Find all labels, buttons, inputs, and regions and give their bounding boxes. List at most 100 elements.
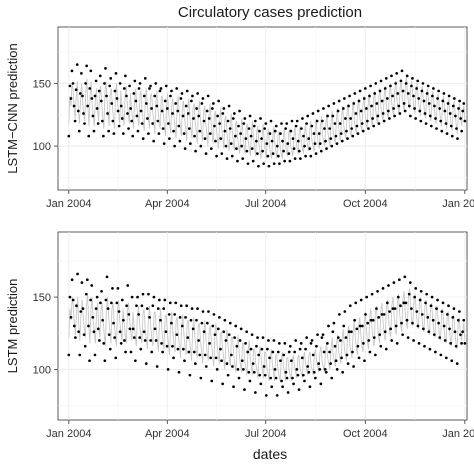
observed-point (147, 292, 150, 296)
observed-point (237, 124, 240, 128)
observed-point (231, 365, 234, 368)
observed-point (327, 104, 330, 108)
observed-point (280, 122, 283, 125)
observed-point (212, 102, 215, 105)
observed-point (80, 72, 83, 75)
observed-point (113, 336, 116, 339)
observed-point (222, 330, 226, 334)
observed-point (131, 134, 135, 138)
observed-point (322, 107, 325, 110)
observed-point (321, 119, 324, 123)
observed-point (168, 301, 172, 305)
observed-point (122, 318, 125, 322)
observed-point (249, 134, 253, 138)
observed-point (89, 69, 93, 73)
observed-point (189, 142, 192, 145)
observed-point (329, 137, 333, 140)
observed-point (322, 350, 326, 354)
observed-point (305, 122, 308, 125)
observed-point (212, 313, 216, 316)
observed-point (445, 132, 449, 135)
observed-point (388, 310, 391, 313)
observed-point (413, 107, 416, 110)
observed-point (299, 157, 302, 160)
observed-point (274, 376, 278, 380)
observed-point (311, 353, 315, 357)
observed-point (285, 122, 289, 125)
x-tick-label: Jan 2004 (46, 428, 91, 440)
observed-point (184, 315, 187, 319)
observed-point (283, 342, 287, 345)
observed-point (399, 79, 403, 83)
observed-point (377, 122, 381, 125)
observed-point (368, 350, 372, 354)
observed-point (71, 82, 75, 85)
observed-point (369, 84, 372, 88)
observed-point (383, 87, 387, 90)
observed-point (114, 72, 118, 75)
observed-point (333, 122, 337, 125)
observed-point (180, 92, 184, 95)
observed-point (296, 139, 300, 143)
observed-point (279, 359, 282, 363)
observed-point (432, 333, 436, 337)
observed-point (354, 112, 358, 115)
observed-point (177, 370, 181, 374)
observed-point (168, 137, 171, 140)
observed-point (134, 99, 138, 103)
observed-point (177, 124, 181, 128)
observed-point (79, 310, 83, 313)
observed-point (419, 119, 423, 123)
x-axis-label: dates (253, 446, 287, 462)
observed-point (108, 347, 112, 351)
observed-point (247, 370, 251, 374)
observed-point (346, 137, 349, 140)
observed-point (244, 137, 248, 140)
observed-point (403, 109, 407, 113)
observed-point (195, 107, 198, 110)
observed-point (331, 114, 335, 118)
observed-point (271, 350, 275, 354)
observed-point (411, 77, 414, 80)
observed-point (290, 119, 294, 123)
observed-point (300, 127, 303, 130)
observed-point (69, 97, 73, 100)
observed-point (440, 310, 444, 313)
x-tick-label: Jan 2004 (46, 198, 91, 210)
observed-point (238, 109, 241, 113)
observed-point (284, 127, 288, 130)
observed-point (120, 298, 124, 302)
observed-point (458, 99, 461, 103)
observed-point (243, 117, 247, 120)
observed-point (270, 385, 274, 389)
observed-point (396, 92, 400, 95)
observed-point (91, 114, 95, 118)
observed-point (443, 339, 447, 342)
observed-point (83, 122, 86, 125)
observed-point (300, 356, 304, 360)
observed-point (339, 132, 343, 135)
observed-point (70, 69, 74, 73)
observed-point (455, 362, 459, 365)
observed-point (316, 333, 319, 337)
observed-point (424, 122, 428, 125)
observed-point (378, 89, 382, 93)
observed-point (337, 99, 341, 103)
observed-point (453, 330, 457, 334)
observed-point (167, 122, 170, 125)
x-tick-label: Apr 2004 (145, 428, 190, 440)
observed-point (397, 104, 401, 108)
observed-point (87, 134, 91, 138)
observed-point (156, 307, 160, 310)
observed-point (191, 327, 195, 331)
observed-point (125, 304, 128, 308)
observed-point (382, 119, 386, 123)
observed-point (186, 112, 190, 115)
observed-point (441, 99, 445, 103)
observed-point (136, 129, 140, 133)
observed-point (306, 365, 310, 368)
observed-point (152, 295, 156, 299)
observed-point (146, 117, 149, 120)
observed-point (90, 97, 94, 100)
observed-point (267, 339, 270, 342)
